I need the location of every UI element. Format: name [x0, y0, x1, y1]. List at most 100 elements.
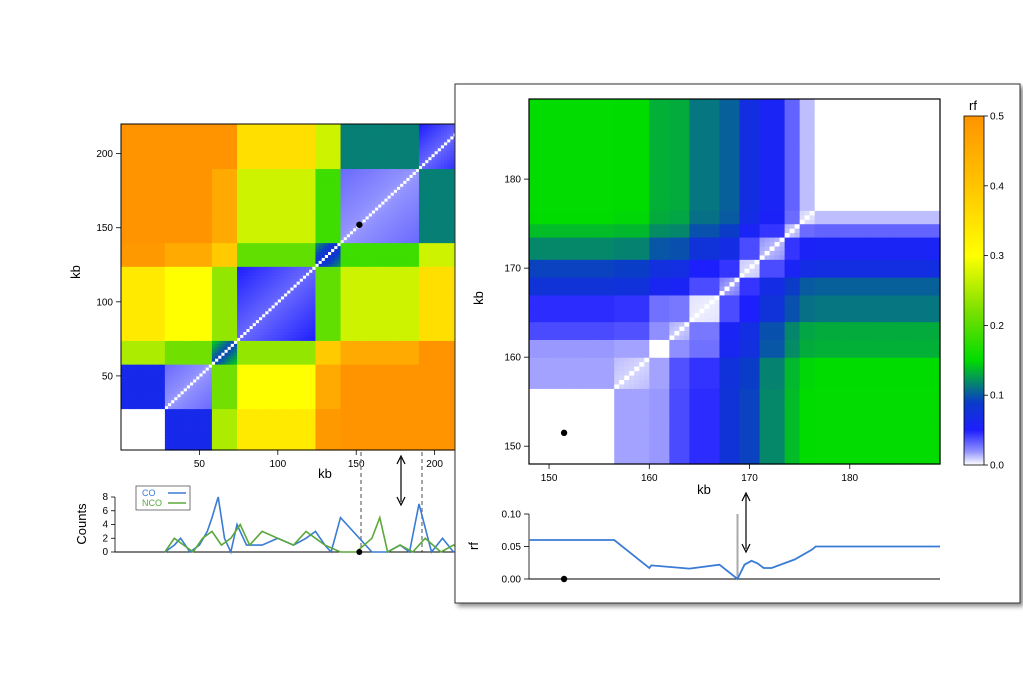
overview-cell	[136, 180, 141, 184]
overview-cell	[124, 135, 128, 140]
overview-cell	[124, 304, 128, 309]
overview-cell	[124, 195, 128, 199]
overview-cell	[133, 319, 138, 324]
overview-cell	[127, 352, 132, 356]
overview-cell	[121, 429, 125, 433]
overview-cell	[121, 322, 125, 327]
overview-cell	[127, 405, 132, 410]
overview-cell	[133, 248, 138, 253]
overview-cell	[130, 352, 135, 356]
overview-cell	[130, 141, 135, 146]
overview-cell	[127, 319, 132, 324]
overview-cell	[133, 298, 138, 303]
overview-cell	[121, 402, 125, 407]
overview-cell	[142, 399, 147, 404]
overview-cell	[121, 420, 125, 424]
overview-cell	[142, 269, 147, 273]
overview-cell	[127, 381, 132, 386]
overview-cell	[127, 408, 132, 413]
overview-cell	[124, 156, 128, 161]
overview-cell	[142, 150, 147, 155]
overview-cell	[130, 183, 135, 187]
overview-cell	[127, 447, 132, 451]
overview-cell	[127, 156, 132, 161]
overview-cell	[133, 221, 138, 226]
overview-cell	[130, 444, 135, 448]
overview-cell	[139, 292, 144, 297]
overview-cell	[124, 198, 128, 202]
overview-cell	[142, 263, 147, 267]
overview-cell	[133, 278, 138, 282]
overview-cell	[121, 257, 125, 261]
overview-cell	[124, 319, 128, 324]
overview-cell	[121, 215, 125, 220]
overview-cell	[124, 263, 128, 267]
overview-cell	[124, 272, 128, 276]
overview-cell	[136, 192, 141, 196]
overview-cell	[124, 242, 128, 247]
overview-cell	[146, 387, 150, 392]
overview-cell	[130, 429, 135, 433]
overview-cell	[127, 221, 132, 226]
overview-cell	[142, 435, 147, 439]
overview-cell	[133, 435, 138, 439]
overview-cell	[130, 275, 135, 279]
overview-cell	[142, 417, 147, 421]
overview-cell	[139, 438, 144, 442]
overview-cell	[133, 126, 138, 131]
overview-cell	[139, 239, 144, 244]
overview-cell	[139, 242, 144, 247]
overview-cell	[124, 275, 128, 279]
overview-cell	[136, 269, 141, 273]
overview-cell	[139, 180, 144, 184]
overview-cell	[136, 352, 141, 356]
overview-cell	[130, 355, 135, 359]
overview-cell	[127, 209, 132, 214]
overview-cell	[130, 390, 135, 395]
overview-cell	[139, 141, 144, 146]
overview-cell	[127, 444, 132, 448]
overview-cell	[146, 405, 150, 410]
overview-cell	[142, 310, 147, 315]
overview-cell	[139, 162, 144, 167]
overview-cell	[130, 435, 135, 439]
overview-cell	[133, 441, 138, 445]
overview-cell	[139, 257, 144, 261]
overview-cell	[130, 313, 135, 318]
overview-cell	[124, 301, 128, 306]
overview-cell	[121, 298, 125, 303]
overview-cell	[142, 233, 147, 238]
overview-cell	[136, 292, 141, 297]
overview-cell	[124, 375, 128, 380]
overview-heatmap	[121, 124, 467, 451]
overview-cell	[121, 426, 125, 430]
overview-cell	[142, 135, 147, 140]
overview-cell	[130, 156, 135, 161]
overview-cell	[133, 129, 138, 134]
overview-cell	[121, 168, 125, 173]
overview-cell	[136, 423, 141, 427]
overview-cell	[124, 322, 128, 327]
overview-cell	[136, 263, 141, 267]
overview-cell	[130, 438, 135, 442]
overview-cell	[146, 414, 150, 418]
overview-cell	[121, 156, 125, 161]
overview-cell	[146, 313, 150, 318]
overview-cell	[133, 186, 138, 190]
overview-cell	[130, 340, 135, 344]
overview-cell	[127, 289, 132, 294]
overview-cell	[130, 198, 135, 202]
overview-cell	[124, 313, 128, 318]
overview-cell	[133, 189, 138, 193]
overview-cell	[136, 159, 141, 164]
overview-cell	[130, 423, 135, 427]
overview-cell	[146, 402, 150, 407]
overview-cell	[133, 153, 138, 158]
overview-cell	[130, 447, 135, 451]
overview-cell	[133, 150, 138, 155]
overview-cell	[130, 301, 135, 306]
overview-cell	[142, 245, 147, 250]
overview-cell	[136, 209, 141, 214]
overview-cell	[130, 278, 135, 282]
overview-cell	[139, 322, 144, 327]
